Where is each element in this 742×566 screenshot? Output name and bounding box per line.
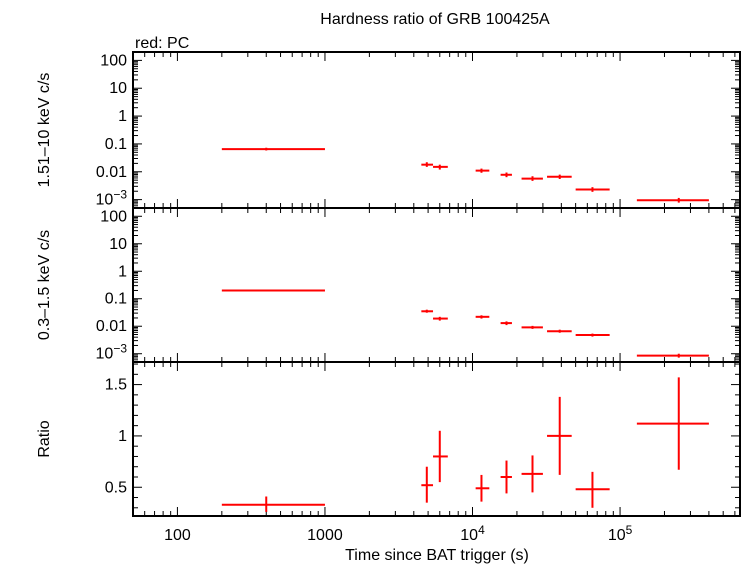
- y-tick-label-hard: 10: [109, 80, 127, 97]
- data-point-hard-4: [500, 172, 512, 178]
- data-point-soft-2: [433, 316, 448, 321]
- y-tick-label-hard: 0.01: [96, 164, 127, 181]
- data-point-soft-4: [500, 321, 512, 326]
- x-tick-label: 100: [164, 527, 191, 544]
- y-axis-label-soft: 0.3–1.5 keV c/s: [36, 230, 53, 340]
- y-tick-label-hard: 1: [118, 108, 127, 125]
- data-point-ratio-8: [636, 377, 709, 470]
- data-point-ratio-4: [500, 460, 512, 494]
- data-point-hard-6: [547, 174, 572, 180]
- panel-hard: 100 10 1 0.1 0.01 10−3 1.51–10 keV c/s: [36, 51, 741, 209]
- plot-frame-soft: [132, 207, 741, 363]
- data-point-ratio-3: [475, 474, 490, 502]
- y-axis-label-hard: 1.51–10 keV c/s: [36, 73, 53, 188]
- plot-frame-hard: [132, 51, 741, 209]
- data-point-soft-0: [221, 289, 325, 292]
- data-point-soft-3: [475, 315, 490, 319]
- y-tick-label-ratio: 0.5: [105, 479, 127, 496]
- x-tick-label: 104: [460, 523, 485, 544]
- x-tick-label: 1000: [307, 527, 343, 544]
- x-axis-label: Time since BAT trigger (s): [345, 547, 529, 564]
- y-tick-label-soft: 0.1: [105, 291, 127, 308]
- y-axis-label-ratio: Ratio: [36, 420, 53, 457]
- legend-label: red: PC: [135, 35, 189, 52]
- data-point-hard-0: [221, 147, 325, 151]
- data-point-hard-8: [636, 197, 709, 203]
- y-tick-label-soft: 10−3: [96, 342, 128, 363]
- y-tick-label-hard: 10−3: [96, 188, 128, 209]
- data-point-ratio-0: [221, 496, 325, 512]
- data-point-hard-2: [433, 164, 448, 170]
- panels-group: 100 10 1 0.1 0.01 10−3 1.51–10 keV c/s 100 10 1 0.…: [36, 51, 741, 544]
- data-point-hard-7: [575, 187, 610, 192]
- y-tick-label-ratio: 1: [118, 428, 127, 445]
- data-point-ratio-1: [421, 466, 434, 503]
- panel-ratio: 1.5 1 0.5 Ratio 100 1000 104 105: [36, 361, 741, 544]
- data-point-soft-6: [547, 329, 572, 333]
- data-point-hard-5: [521, 176, 543, 181]
- y-tick-label-soft: 0.01: [96, 318, 127, 335]
- data-point-soft-7: [575, 333, 610, 337]
- panel-soft: 100 10 1 0.1 0.01 10−3 0.3–1.5 keV c/s: [36, 207, 741, 363]
- y-tick-label-hard: 100: [100, 52, 127, 69]
- data-point-hard-1: [421, 162, 434, 167]
- data-point-ratio-5: [521, 455, 543, 493]
- y-tick-label-soft: 100: [100, 208, 127, 225]
- data-point-ratio-7: [575, 471, 610, 508]
- data-point-hard-3: [475, 168, 490, 173]
- data-point-soft-1: [421, 309, 434, 313]
- y-tick-label-ratio: 1.5: [105, 377, 127, 394]
- data-point-ratio-2: [433, 430, 448, 483]
- data-point-soft-5: [521, 325, 543, 329]
- x-tick-label: 105: [608, 523, 633, 544]
- chart-title: Hardness ratio of GRB 100425A: [320, 11, 550, 28]
- y-tick-label-soft: 1: [118, 263, 127, 280]
- y-tick-label-hard: 0.1: [105, 136, 127, 153]
- plot-frame-ratio: [132, 361, 741, 517]
- data-point-soft-8: [636, 353, 709, 358]
- data-point-ratio-6: [547, 396, 572, 475]
- y-tick-label-soft: 10: [109, 236, 127, 253]
